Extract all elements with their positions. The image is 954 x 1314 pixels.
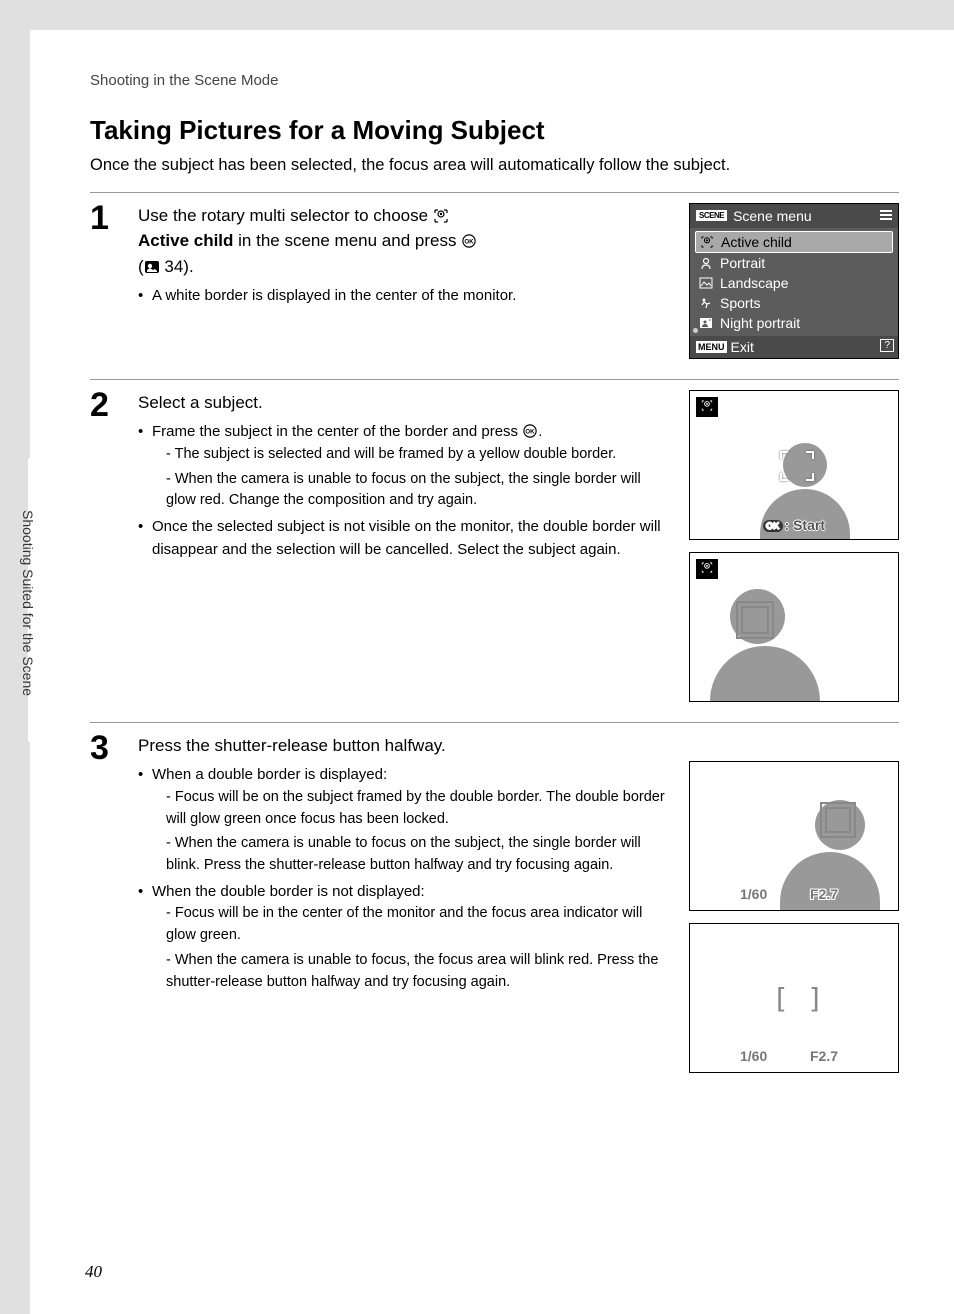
landscape-icon — [699, 277, 713, 289]
step-3-title: Press the shutter-release button halfway… — [138, 733, 669, 759]
active-child-icon — [433, 209, 449, 223]
scene-item-label: Sports — [720, 295, 760, 311]
step-2-bullet-2: Once the selected subject is not visible… — [152, 516, 669, 561]
sub-item: - When the camera is unable to focus on … — [166, 833, 669, 877]
scene-menu-figure: SCENE Scene menu Active child — [689, 203, 899, 359]
camera-screen-locked — [689, 552, 899, 702]
bullet-text: When a double border is displayed: — [152, 766, 387, 783]
exit-label[interactable]: Exit — [731, 339, 754, 355]
shutter-speed: 1/60 — [740, 1048, 767, 1064]
scene-item-portrait[interactable]: Portrait — [695, 253, 893, 273]
scroll-indicator — [693, 328, 698, 333]
ok-pill-icon: OK — [763, 520, 783, 532]
focus-corners — [780, 451, 814, 481]
divider — [90, 192, 899, 193]
page-number: 40 — [85, 1262, 102, 1282]
bullet-text: When the double border is not displayed: — [152, 883, 425, 900]
svg-text:OK: OK — [465, 239, 475, 246]
step-2-title: Select a subject. — [138, 390, 669, 416]
aperture: F2.7 — [810, 886, 838, 902]
scene-item-active-child[interactable]: Active child — [695, 231, 893, 253]
sub-text: The subject is selected and will be fram… — [175, 446, 617, 462]
sub-item: - Focus will be in the center of the mon… — [166, 903, 669, 947]
start-text: Start — [793, 517, 825, 533]
camera-screen-half-press-locked: 1/60 F2.7 — [689, 761, 899, 911]
scene-item-night-portrait[interactable]: Night portrait — [695, 313, 893, 333]
page-title: Taking Pictures for a Moving Subject — [90, 115, 899, 146]
ok-button-icon: OK — [461, 234, 477, 248]
double-focus-border — [736, 601, 774, 639]
divider — [90, 722, 899, 723]
step-1-title-pre: Use the rotary multi selector to choose — [138, 206, 433, 225]
mode-badge — [696, 559, 718, 579]
sub-item: - When the camera is unable to focus, th… — [166, 950, 669, 994]
scene-item-label: Portrait — [720, 255, 765, 271]
aperture: F2.7 — [810, 1048, 838, 1064]
step-1-title-post: in the scene menu and press — [238, 231, 461, 250]
svg-text:OK: OK — [526, 429, 536, 436]
step-3-bullet-1: When a double border is displayed: - Foc… — [152, 764, 669, 877]
ok-start-label: OK: Start — [763, 517, 825, 533]
scene-menu-title-bar: SCENE Scene menu — [690, 204, 898, 228]
mode-badge — [696, 397, 718, 417]
step-1-title-bold: Active child — [138, 231, 233, 250]
step-3: 3 Press the shutter-release button halfw… — [90, 733, 899, 1085]
help-icon[interactable]: ? — [880, 339, 894, 352]
portrait-icon — [699, 257, 713, 269]
scene-badge: SCENE — [696, 210, 727, 221]
sub-item: - The subject is selected and will be fr… — [166, 444, 669, 466]
night-portrait-icon — [699, 317, 713, 329]
step-1: 1 Use the rotary multi selector to choos… — [90, 203, 899, 371]
sub-text: When the camera is unable to focus on th… — [166, 835, 641, 873]
center-focus-bracket: [] — [772, 982, 842, 1015]
camera-screen-select: OK: Start — [689, 390, 899, 540]
step-2-bullet-1: Frame the subject in the center of the b… — [152, 421, 669, 512]
step-2: 2 Select a subject. Frame the subject in… — [90, 390, 899, 714]
double-focus-border — [820, 802, 856, 838]
breadcrumb: Shooting in the Scene Mode — [90, 72, 899, 89]
step-1-bullet-text: A white border is displayed in the cente… — [152, 287, 516, 304]
step-1-title-tail: 34). — [160, 257, 194, 276]
sub-text: When the camera is unable to focus, the … — [166, 952, 658, 990]
scene-item-sports[interactable]: Sports — [695, 293, 893, 313]
scene-item-label: Night portrait — [720, 315, 800, 331]
page-ref-icon — [144, 260, 160, 274]
bullet-text: Once the selected subject is not visible… — [152, 518, 661, 558]
scene-item-landscape[interactable]: Landscape — [695, 273, 893, 293]
sports-icon — [699, 297, 713, 309]
ok-button-icon: OK — [522, 424, 538, 438]
step-number: 3 — [90, 731, 120, 1085]
shutter-speed: 1/60 — [740, 886, 767, 902]
active-child-icon — [700, 236, 714, 248]
intro-text: Once the subject has been selected, the … — [90, 154, 899, 178]
scene-menu-title: Scene menu — [733, 208, 812, 224]
page: Shooting Suited for the Scene Shooting i… — [30, 30, 954, 1314]
sub-item: - Focus will be on the subject framed by… — [166, 787, 669, 831]
scene-menu-footer: MENU Exit ? — [690, 336, 898, 358]
divider — [90, 379, 899, 380]
sub-item: - When the camera is unable to focus on … — [166, 469, 669, 513]
sub-text: Focus will be on the subject framed by t… — [166, 789, 665, 827]
bullet-text: Frame the subject in the center of the b… — [152, 423, 522, 440]
camera-screen-half-press-center: [] 1/60 F2.7 — [689, 923, 899, 1073]
sub-text: Focus will be in the center of the monit… — [166, 905, 642, 943]
scene-item-label: Landscape — [720, 275, 789, 291]
step-1-title: Use the rotary multi selector to choose … — [138, 203, 669, 280]
side-label: Shooting Suited for the Scene — [20, 510, 36, 696]
scene-item-label: Active child — [721, 234, 792, 250]
step-3-bullet-2: When the double border is not displayed:… — [152, 881, 669, 994]
step-number: 2 — [90, 388, 120, 714]
sub-text: When the camera is unable to focus on th… — [166, 471, 641, 509]
menu-bars-icon — [880, 210, 892, 222]
scene-menu-list: Active child Portrait Landscape — [690, 228, 898, 336]
menu-badge: MENU — [696, 341, 727, 353]
step-1-bullet: A white border is displayed in the cente… — [152, 285, 669, 308]
step-number: 1 — [90, 201, 120, 371]
